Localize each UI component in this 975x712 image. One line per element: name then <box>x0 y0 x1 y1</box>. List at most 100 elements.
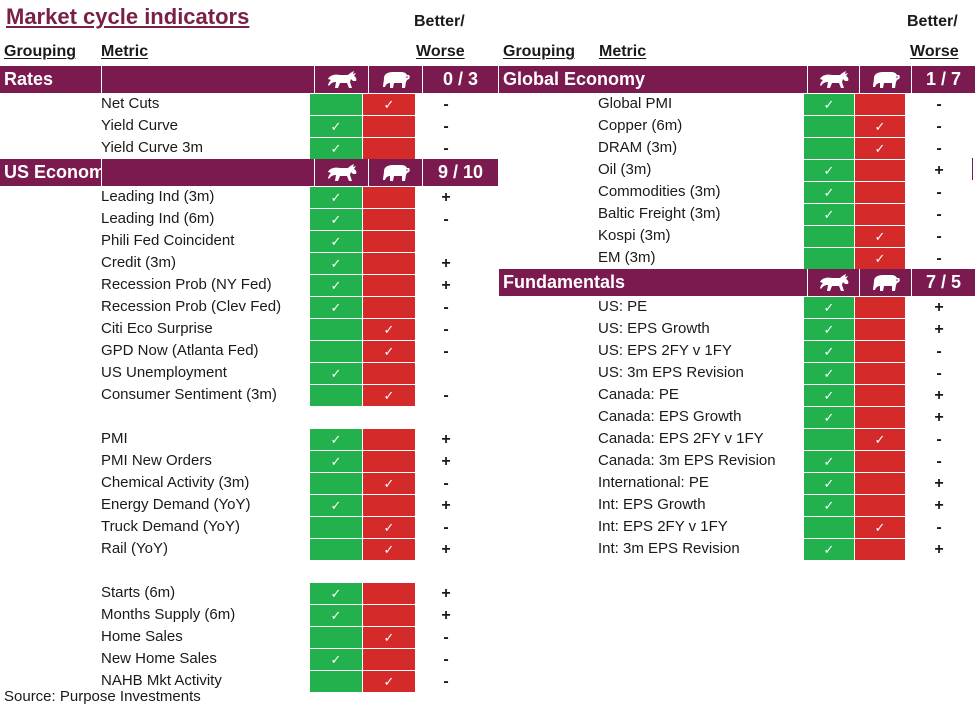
bear-signal-cell: ✓ <box>363 517 415 539</box>
better-worse-indicator: + <box>934 541 944 558</box>
bull-signal-cell: ✓ <box>804 182 854 204</box>
metric-label: Leading Ind (3m) <box>101 188 215 205</box>
indicator-row: PMI New Orders ✓ + <box>0 451 975 473</box>
group-name: Fundamentals <box>503 272 626 292</box>
metric-label: US Unemployment <box>101 364 227 381</box>
indicator-row: Starts (6m) ✓ + <box>0 583 975 605</box>
indicator-row: Leading Ind (6m) ✓ - <box>0 209 975 231</box>
better-worse-indicator: - <box>443 118 449 135</box>
bull-signal-cell: ✓ <box>804 407 854 429</box>
bear-icon <box>859 66 911 93</box>
indicator-row: US: PE ✓ + <box>0 297 975 319</box>
bear-signal-cell <box>363 253 415 275</box>
bull-signal-cell: ✓ <box>310 187 362 209</box>
bull-signal-cell: ✓ <box>804 363 854 385</box>
check-icon: ✓ <box>330 497 342 513</box>
bull-signal-cell <box>804 248 854 270</box>
better-worse-indicator: + <box>934 321 944 338</box>
better-worse-indicator: - <box>443 140 449 157</box>
bear-signal-cell: ✓ <box>363 319 415 341</box>
bull-signal-cell <box>310 627 362 649</box>
bear-signal-cell: ✓ <box>363 539 415 561</box>
metric-label: Int: 3m EPS Revision <box>598 540 740 557</box>
bull-signal-cell <box>310 671 362 693</box>
metric-label: Consumer Sentiment (3m) <box>101 386 277 403</box>
bear-signal-cell: ✓ <box>363 473 415 495</box>
bear-signal-cell <box>363 116 415 138</box>
bear-signal-cell: ✓ <box>855 248 905 270</box>
metric-label: US: PE <box>598 298 648 315</box>
metric-header-left: Metric <box>101 43 149 60</box>
bull-icon <box>314 159 368 186</box>
metric-label: Global PMI <box>598 95 673 112</box>
metric-label: Rail (YoY) <box>101 540 168 557</box>
better-worse-indicator: + <box>441 497 451 514</box>
metric-label: NAHB Mkt Activity <box>101 672 222 689</box>
bear-signal-cell: ✓ <box>855 517 905 539</box>
metric-label: US: EPS 2FY v 1FY <box>598 342 732 359</box>
better-header-left: Better/ <box>414 13 465 30</box>
metric-label: Baltic Freight (3m) <box>598 205 721 222</box>
bull-signal-cell: ✓ <box>310 605 362 627</box>
better-worse-indicator: - <box>936 206 942 223</box>
worse-header-left: Worse <box>416 43 465 60</box>
better-worse-indicator: + <box>934 409 944 426</box>
better-worse-indicator: - <box>443 519 449 536</box>
bull-signal-cell <box>310 94 362 116</box>
bear-signal-cell <box>855 297 905 319</box>
indicator-row: Kospi (3m) ✓ - <box>0 226 975 248</box>
group-header-fundamentals: Fundamentals 7 / 5 <box>499 269 975 296</box>
bull-signal-cell <box>310 385 362 407</box>
bear-signal-cell: ✓ <box>855 226 905 248</box>
metric-label: Starts (6m) <box>101 584 176 601</box>
check-icon: ✓ <box>330 431 342 447</box>
bull-signal-cell: ✓ <box>310 495 362 517</box>
bull-signal-cell: ✓ <box>310 451 362 473</box>
metric-label: Truck Demand (YoY) <box>101 518 240 535</box>
indicator-row: Recession Prob (Clev Fed) ✓ - <box>0 297 975 319</box>
check-icon: ✓ <box>874 118 886 134</box>
bull-signal-cell: ✓ <box>310 116 362 138</box>
better-worse-indicator: - <box>936 365 942 382</box>
indicator-row: Global PMI ✓ - <box>0 94 975 116</box>
indicator-row: US: EPS Growth ✓ + <box>0 319 975 341</box>
better-worse-indicator: - <box>443 343 449 360</box>
bull-signal-cell: ✓ <box>310 209 362 231</box>
bear-signal-cell <box>855 363 905 385</box>
better-worse-indicator: - <box>443 673 449 690</box>
bear-signal-cell: ✓ <box>855 116 905 138</box>
check-icon: ✓ <box>330 453 342 469</box>
better-worse-indicator: - <box>936 140 942 157</box>
indicator-row: GPD Now (Atlanta Fed) ✓ - <box>0 341 975 363</box>
grouping-header-left: Grouping <box>4 43 76 60</box>
page-title: Market cycle indicators <box>6 4 250 29</box>
metric-label: Canada: EPS Growth <box>598 408 742 425</box>
metric-label: Citi Eco Surprise <box>101 320 213 337</box>
check-icon: ✓ <box>330 651 342 667</box>
bull-signal-cell: ✓ <box>310 649 362 671</box>
bull-icon <box>314 66 368 93</box>
metric-label: International: PE <box>598 474 709 491</box>
bull-signal-cell <box>310 341 362 363</box>
indicator-row: Yield Curve ✓ - <box>0 116 975 138</box>
bull-signal-cell: ✓ <box>804 204 854 226</box>
metric-label: Kospi (3m) <box>598 227 671 244</box>
better-worse-indicator: + <box>441 453 451 470</box>
bear-icon <box>859 269 911 296</box>
indicator-row: Consumer Sentiment (3m) ✓ - <box>0 385 975 407</box>
better-worse-indicator: - <box>443 629 449 646</box>
check-icon: ✓ <box>383 343 395 359</box>
metric-label: PMI New Orders <box>101 452 212 469</box>
metric-label: Int: EPS 2FY v 1FY <box>598 518 728 535</box>
check-icon: ✓ <box>874 431 886 447</box>
indicator-row: Canada: EPS Growth ✓ + <box>0 407 975 429</box>
check-icon: ✓ <box>823 184 835 200</box>
bull-signal-cell: ✓ <box>310 275 362 297</box>
metric-label: Canada: EPS 2FY v 1FY <box>598 430 764 447</box>
metric-label: Canada: 3m EPS Revision <box>598 452 776 469</box>
indicator-row: International: PE ✓ + <box>0 473 975 495</box>
bear-signal-cell <box>363 605 415 627</box>
group-name: Global Economy <box>503 69 646 89</box>
bear-signal-cell <box>855 407 905 429</box>
check-icon: ✓ <box>823 206 835 222</box>
